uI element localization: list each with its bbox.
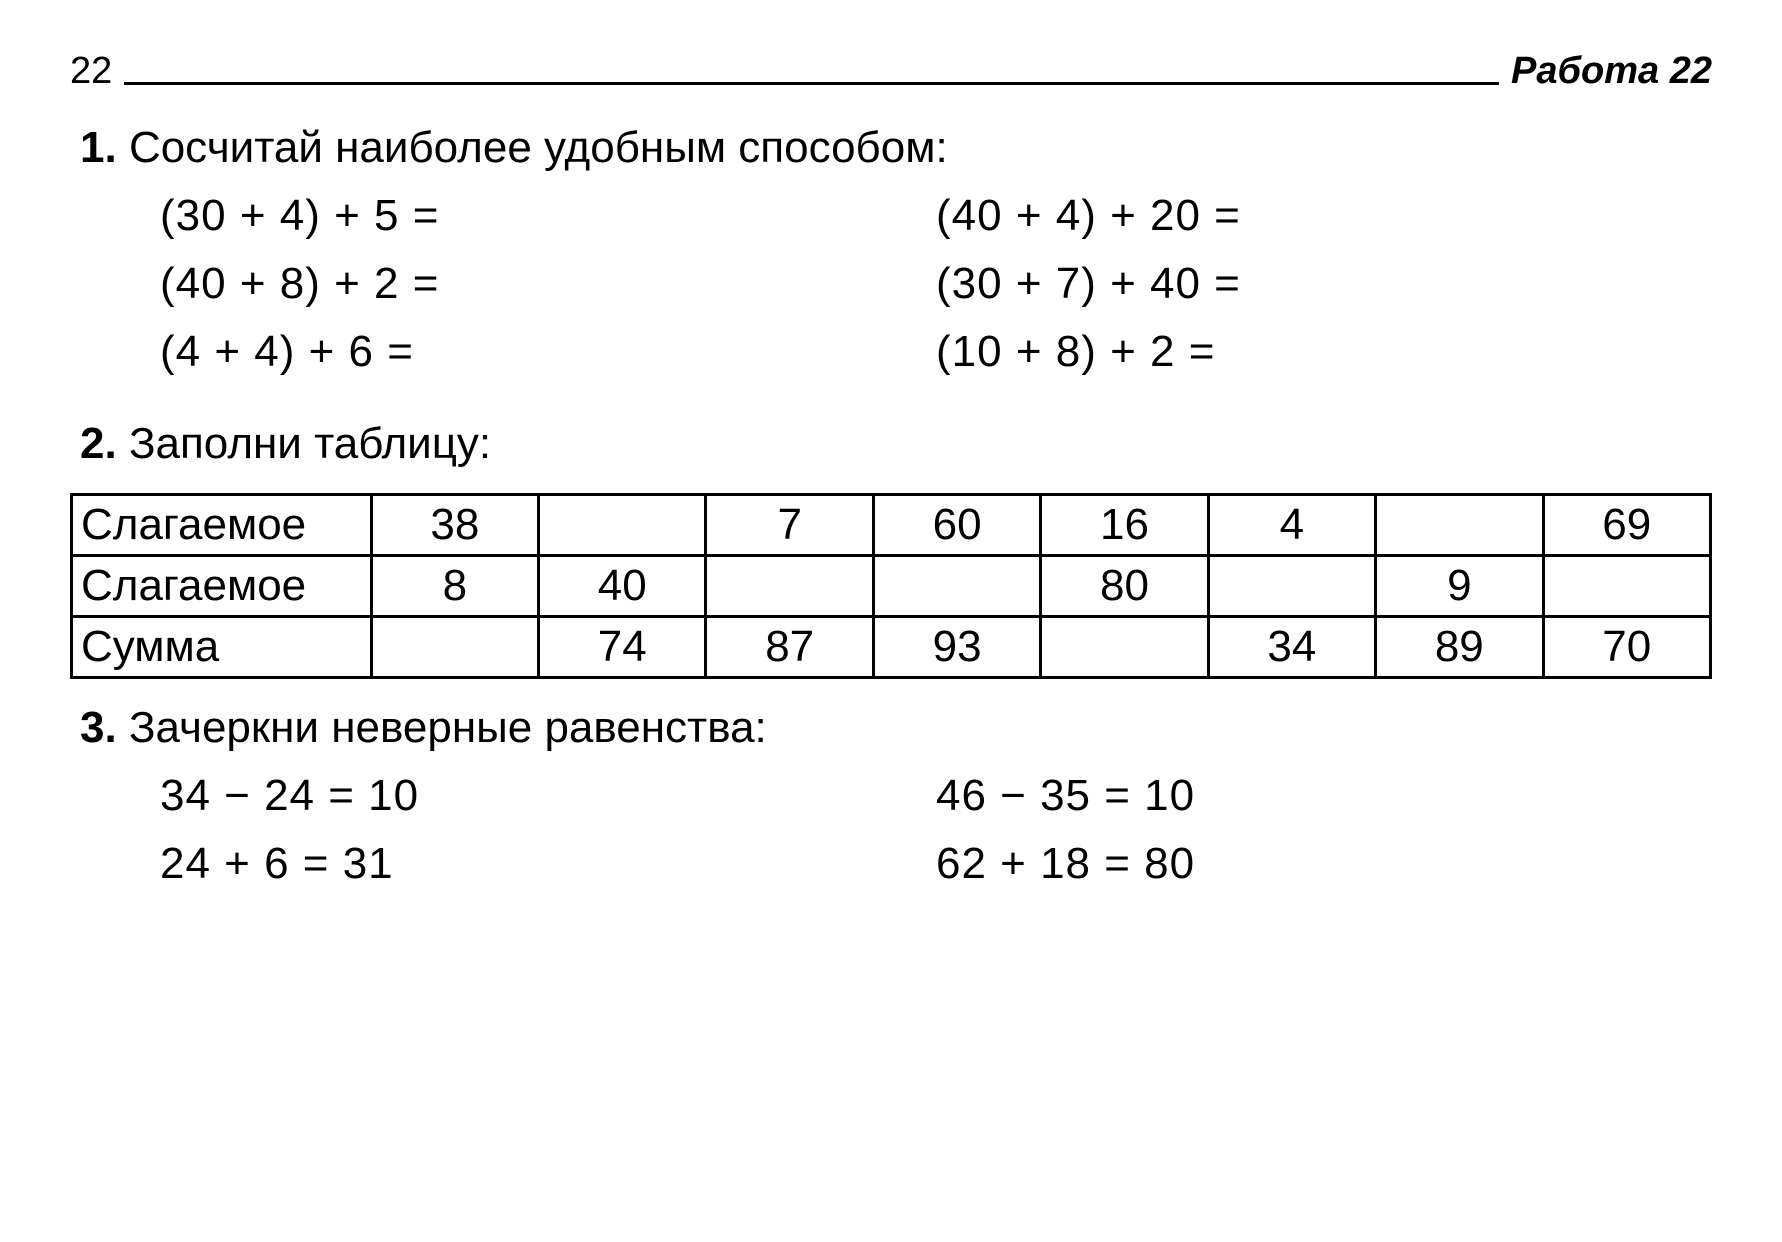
table-cell (706, 556, 873, 617)
table-cell: 74 (539, 617, 706, 678)
task-1-left-col: (30 + 4) + 5 = (40 + 8) + 2 = (4 + 4) + … (160, 191, 936, 395)
table-cell (1543, 556, 1710, 617)
table-cell: 93 (873, 617, 1040, 678)
table-cell: 16 (1041, 495, 1208, 556)
table-cell: 80 (1041, 556, 1208, 617)
table-cell (371, 617, 538, 678)
equation: 34 − 24 = 10 (160, 771, 936, 821)
header-rule (124, 82, 1499, 85)
task-3-title: 3. Зачеркни неверные равенства: (80, 703, 1712, 753)
task-3-expressions: 34 − 24 = 10 24 + 6 = 31 46 − 35 = 10 62… (160, 771, 1712, 907)
task-2: 2. Заполни таблицу: (80, 419, 1712, 469)
expression: (30 + 7) + 40 = (936, 259, 1712, 309)
row-label: Слагаемое (72, 495, 372, 556)
task-1-expressions: (30 + 4) + 5 = (40 + 8) + 2 = (4 + 4) + … (160, 191, 1712, 395)
expression: (10 + 8) + 2 = (936, 327, 1712, 377)
equation: 46 − 35 = 10 (936, 771, 1712, 821)
table-cell: 40 (539, 556, 706, 617)
equation: 24 + 6 = 31 (160, 839, 936, 889)
table-cell: 7 (706, 495, 873, 556)
table-cell: 4 (1208, 495, 1375, 556)
task-1-right-col: (40 + 4) + 20 = (30 + 7) + 40 = (10 + 8)… (936, 191, 1712, 395)
task-1-number: 1. (80, 123, 117, 172)
table-cell (1376, 495, 1543, 556)
task-1-instruction: Сосчитай наиболее удобным способом: (129, 123, 948, 172)
row-label: Сумма (72, 617, 372, 678)
row-label: Слагаемое (72, 556, 372, 617)
page-header: 22 Работа 22 (70, 50, 1712, 93)
table-cell (1208, 556, 1375, 617)
expression: (40 + 8) + 2 = (160, 259, 936, 309)
work-title: Работа 22 (1511, 50, 1712, 93)
table-cell: 69 (1543, 495, 1710, 556)
table-cell (1041, 617, 1208, 678)
expression: (40 + 4) + 20 = (936, 191, 1712, 241)
expression: (4 + 4) + 6 = (160, 327, 936, 377)
table-cell (873, 556, 1040, 617)
task-2-title: 2. Заполни таблицу: (80, 419, 1712, 469)
task-2-table: Слагаемое 38 7 60 16 4 69 Слагаемое 8 40… (70, 493, 1712, 679)
equation: 62 + 18 = 80 (936, 839, 1712, 889)
task-2-number: 2. (80, 419, 117, 468)
table-row: Слагаемое 38 7 60 16 4 69 (72, 495, 1711, 556)
task-3-right-col: 46 − 35 = 10 62 + 18 = 80 (936, 771, 1712, 907)
task-1: 1. Сосчитай наиболее удобным способом: (… (80, 123, 1712, 395)
table-row: Слагаемое 8 40 80 9 (72, 556, 1711, 617)
task-3-left-col: 34 − 24 = 10 24 + 6 = 31 (160, 771, 936, 907)
task-3-number: 3. (80, 703, 117, 752)
table-cell (539, 495, 706, 556)
table-cell: 34 (1208, 617, 1375, 678)
table-cell: 89 (1376, 617, 1543, 678)
expression: (30 + 4) + 5 = (160, 191, 936, 241)
table-cell: 9 (1376, 556, 1543, 617)
task-1-title: 1. Сосчитай наиболее удобным способом: (80, 123, 1712, 173)
table-cell: 60 (873, 495, 1040, 556)
table-cell: 87 (706, 617, 873, 678)
task-3-instruction: Зачеркни неверные равенства: (129, 703, 767, 752)
task-3: 3. Зачеркни неверные равенства: 34 − 24 … (80, 703, 1712, 907)
task-2-instruction: Заполни таблицу: (129, 419, 491, 468)
table-cell: 8 (371, 556, 538, 617)
table-row: Сумма 74 87 93 34 89 70 (72, 617, 1711, 678)
page-number: 22 (70, 50, 112, 93)
table-cell: 38 (371, 495, 538, 556)
table-cell: 70 (1543, 617, 1710, 678)
